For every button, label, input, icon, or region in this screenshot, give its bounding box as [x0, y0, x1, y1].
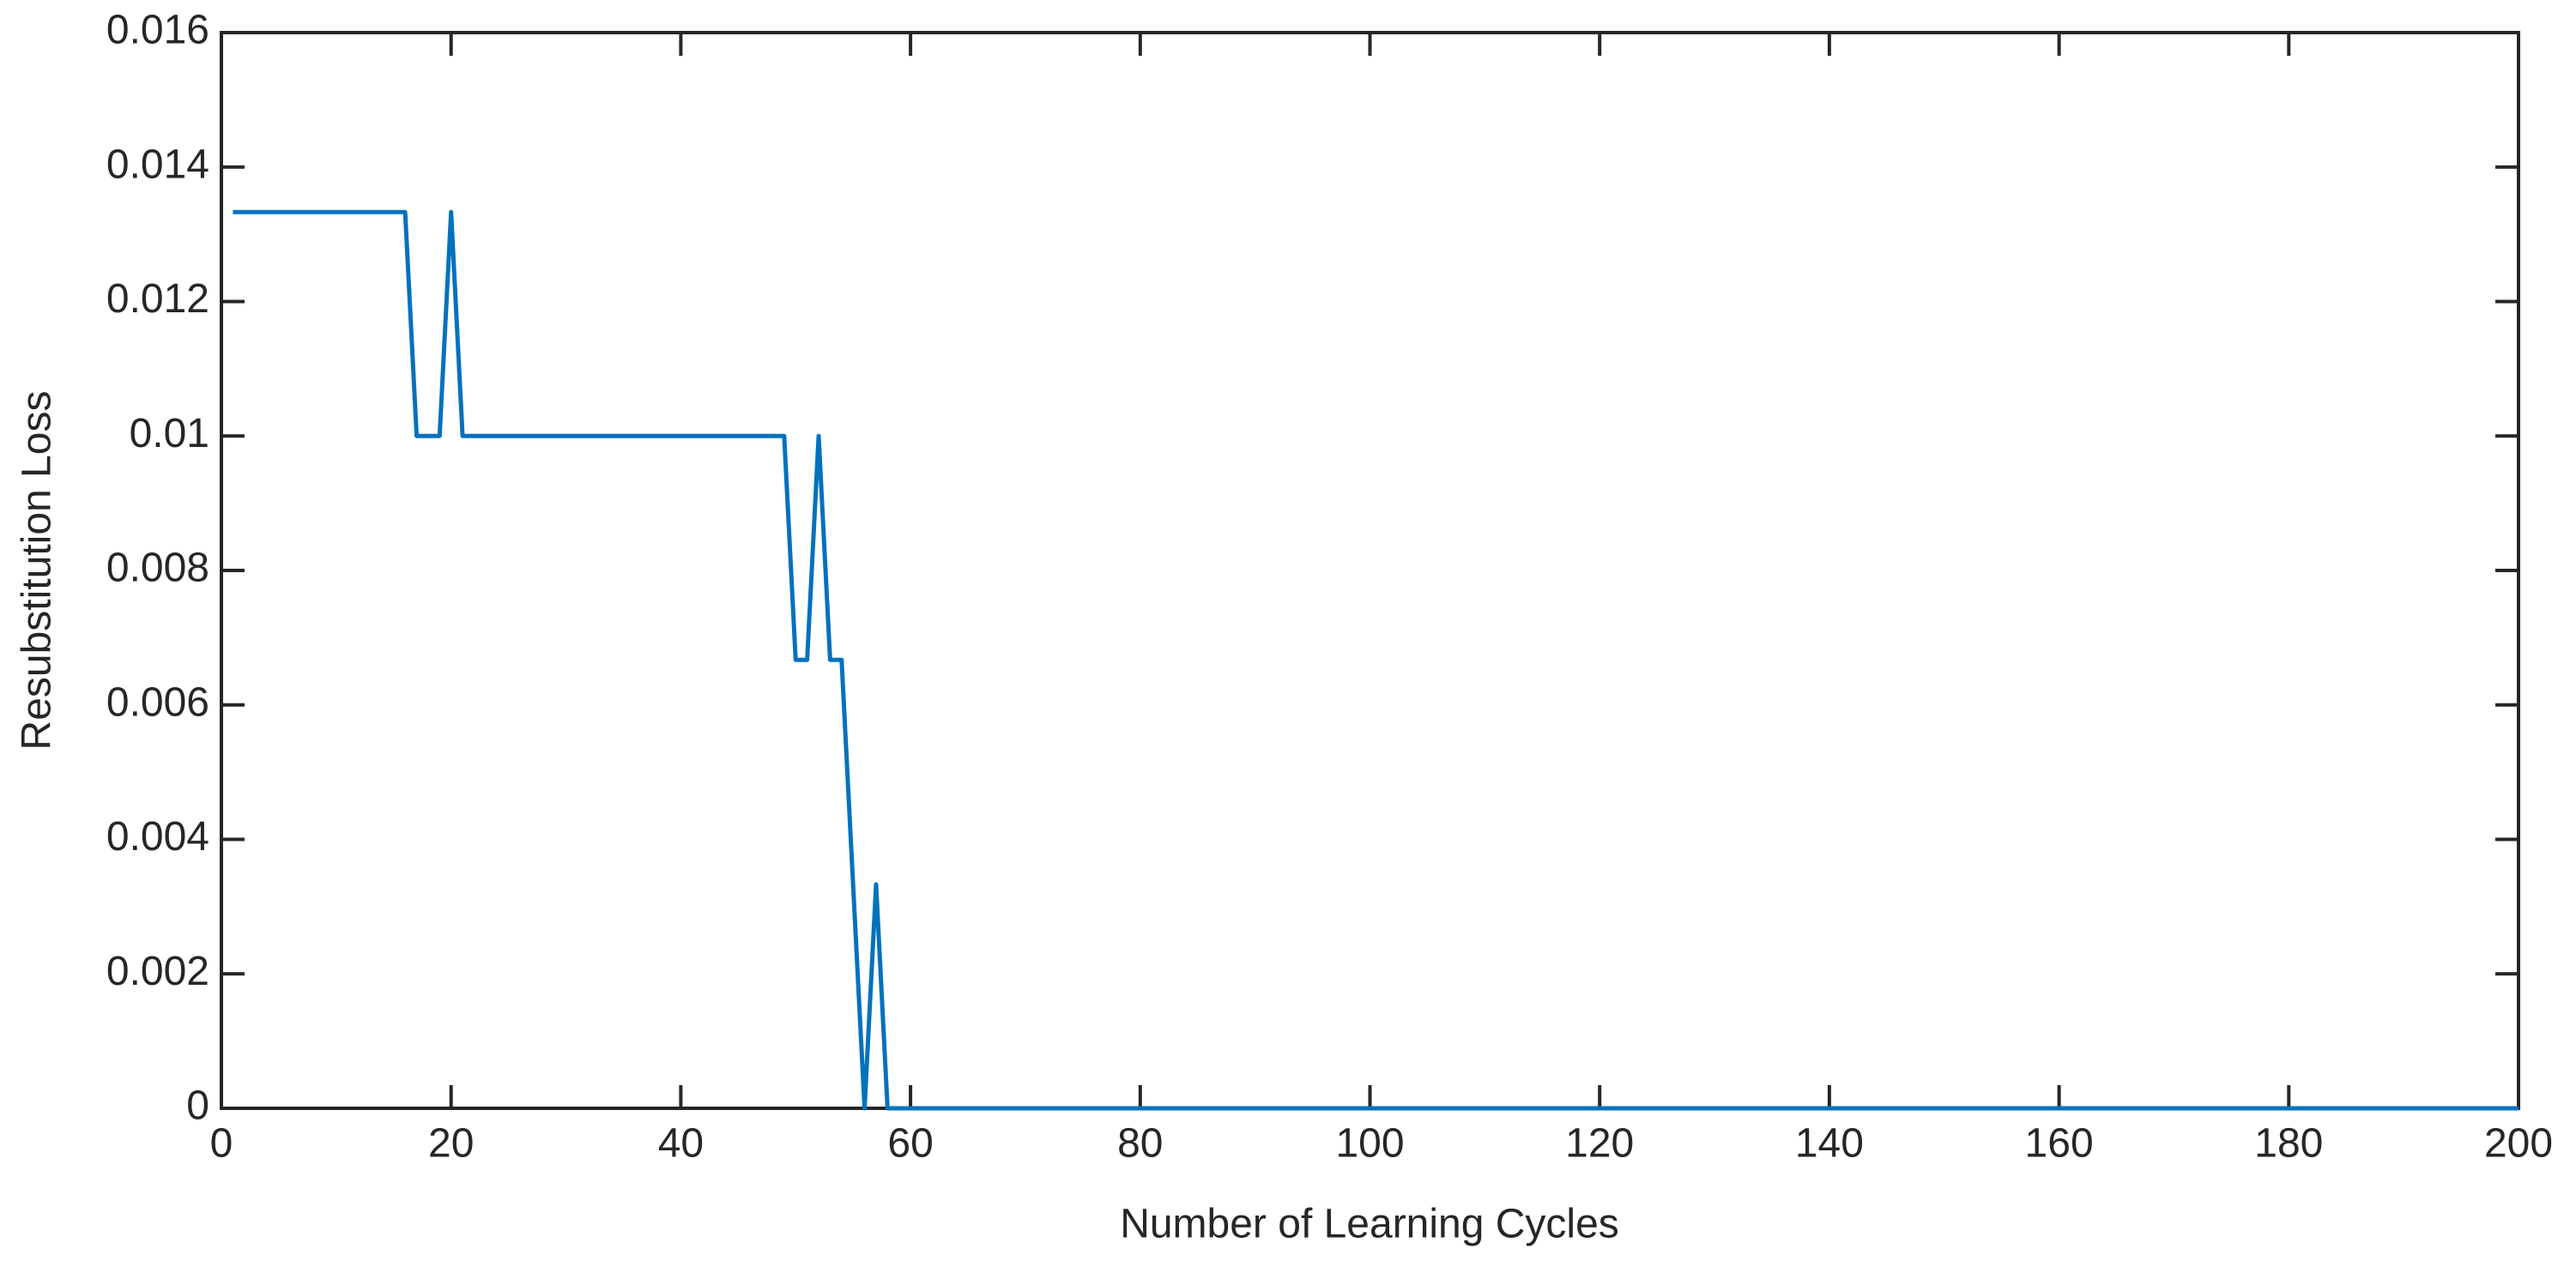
- x-tick-label: 160: [2025, 1121, 2094, 1167]
- y-tick-label: 0.004: [106, 814, 209, 860]
- x-axis-label: Number of Learning Cycles: [1120, 1202, 1619, 1247]
- x-tick-label: 40: [658, 1121, 704, 1167]
- x-tick-label: 20: [428, 1121, 474, 1167]
- x-tick-label: 120: [1565, 1121, 1634, 1167]
- x-tick-label: 100: [1335, 1121, 1404, 1167]
- y-tick-label: 0: [186, 1083, 209, 1129]
- x-tick-label: 0: [210, 1121, 233, 1167]
- y-tick-label: 0.01: [130, 411, 209, 456]
- x-tick-label: 60: [887, 1121, 933, 1167]
- x-tick-label: 140: [1795, 1121, 1864, 1167]
- plot-frame: [220, 31, 2520, 1110]
- y-tick-label: 0.016: [106, 8, 209, 53]
- y-axis-label: Resubstitution Loss: [15, 391, 60, 751]
- y-tick-label: 0.006: [106, 679, 209, 725]
- y-tick-label: 0.012: [106, 276, 209, 322]
- y-tick-label: 0.014: [106, 142, 209, 187]
- y-tick-label: 0.008: [106, 546, 209, 591]
- line: [233, 209, 2519, 1111]
- y-tick-label: 0.002: [106, 949, 209, 994]
- x-tick-label: 80: [1117, 1121, 1163, 1167]
- x-tick-label: 200: [2484, 1121, 2553, 1167]
- x-tick-label: 180: [2254, 1121, 2323, 1167]
